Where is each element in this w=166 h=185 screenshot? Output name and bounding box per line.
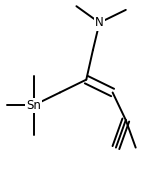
Text: Sn: Sn	[26, 99, 41, 112]
Text: N: N	[95, 16, 104, 29]
